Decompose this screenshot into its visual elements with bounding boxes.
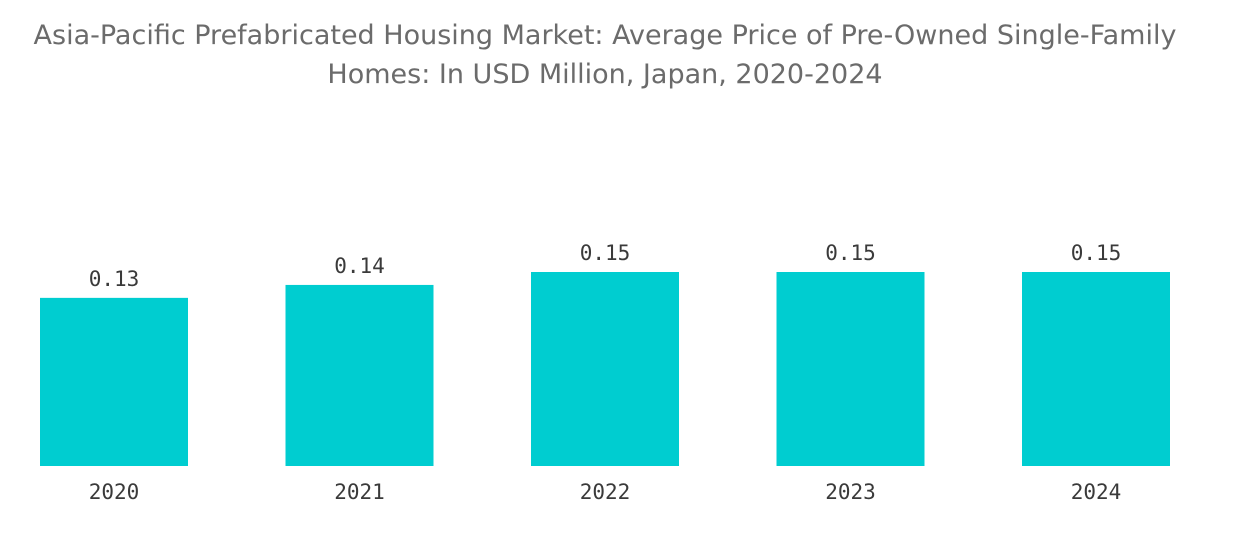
x-tick-label-2021: 2021	[334, 480, 385, 504]
bar-2024	[1022, 272, 1170, 466]
data-label-2021: 0.14	[334, 254, 385, 278]
chart-title: Asia-Pacific Prefabricated Housing Marke…	[33, 20, 1177, 90]
bar-2023	[776, 272, 925, 466]
bar-2022	[531, 272, 679, 466]
x-tick-label-2023: 2023	[825, 480, 876, 504]
data-label-2020: 0.13	[89, 267, 140, 291]
bar-2021	[285, 284, 434, 466]
x-tick-label-2024: 2024	[1071, 480, 1122, 504]
x-tick-label-2020: 2020	[89, 480, 140, 504]
data-label-2023: 0.15	[825, 241, 876, 265]
data-label-2022: 0.15	[580, 241, 631, 265]
data-label-2024: 0.15	[1071, 241, 1122, 265]
x-tick-label-2022: 2022	[580, 480, 631, 504]
bar-2020	[40, 297, 188, 466]
